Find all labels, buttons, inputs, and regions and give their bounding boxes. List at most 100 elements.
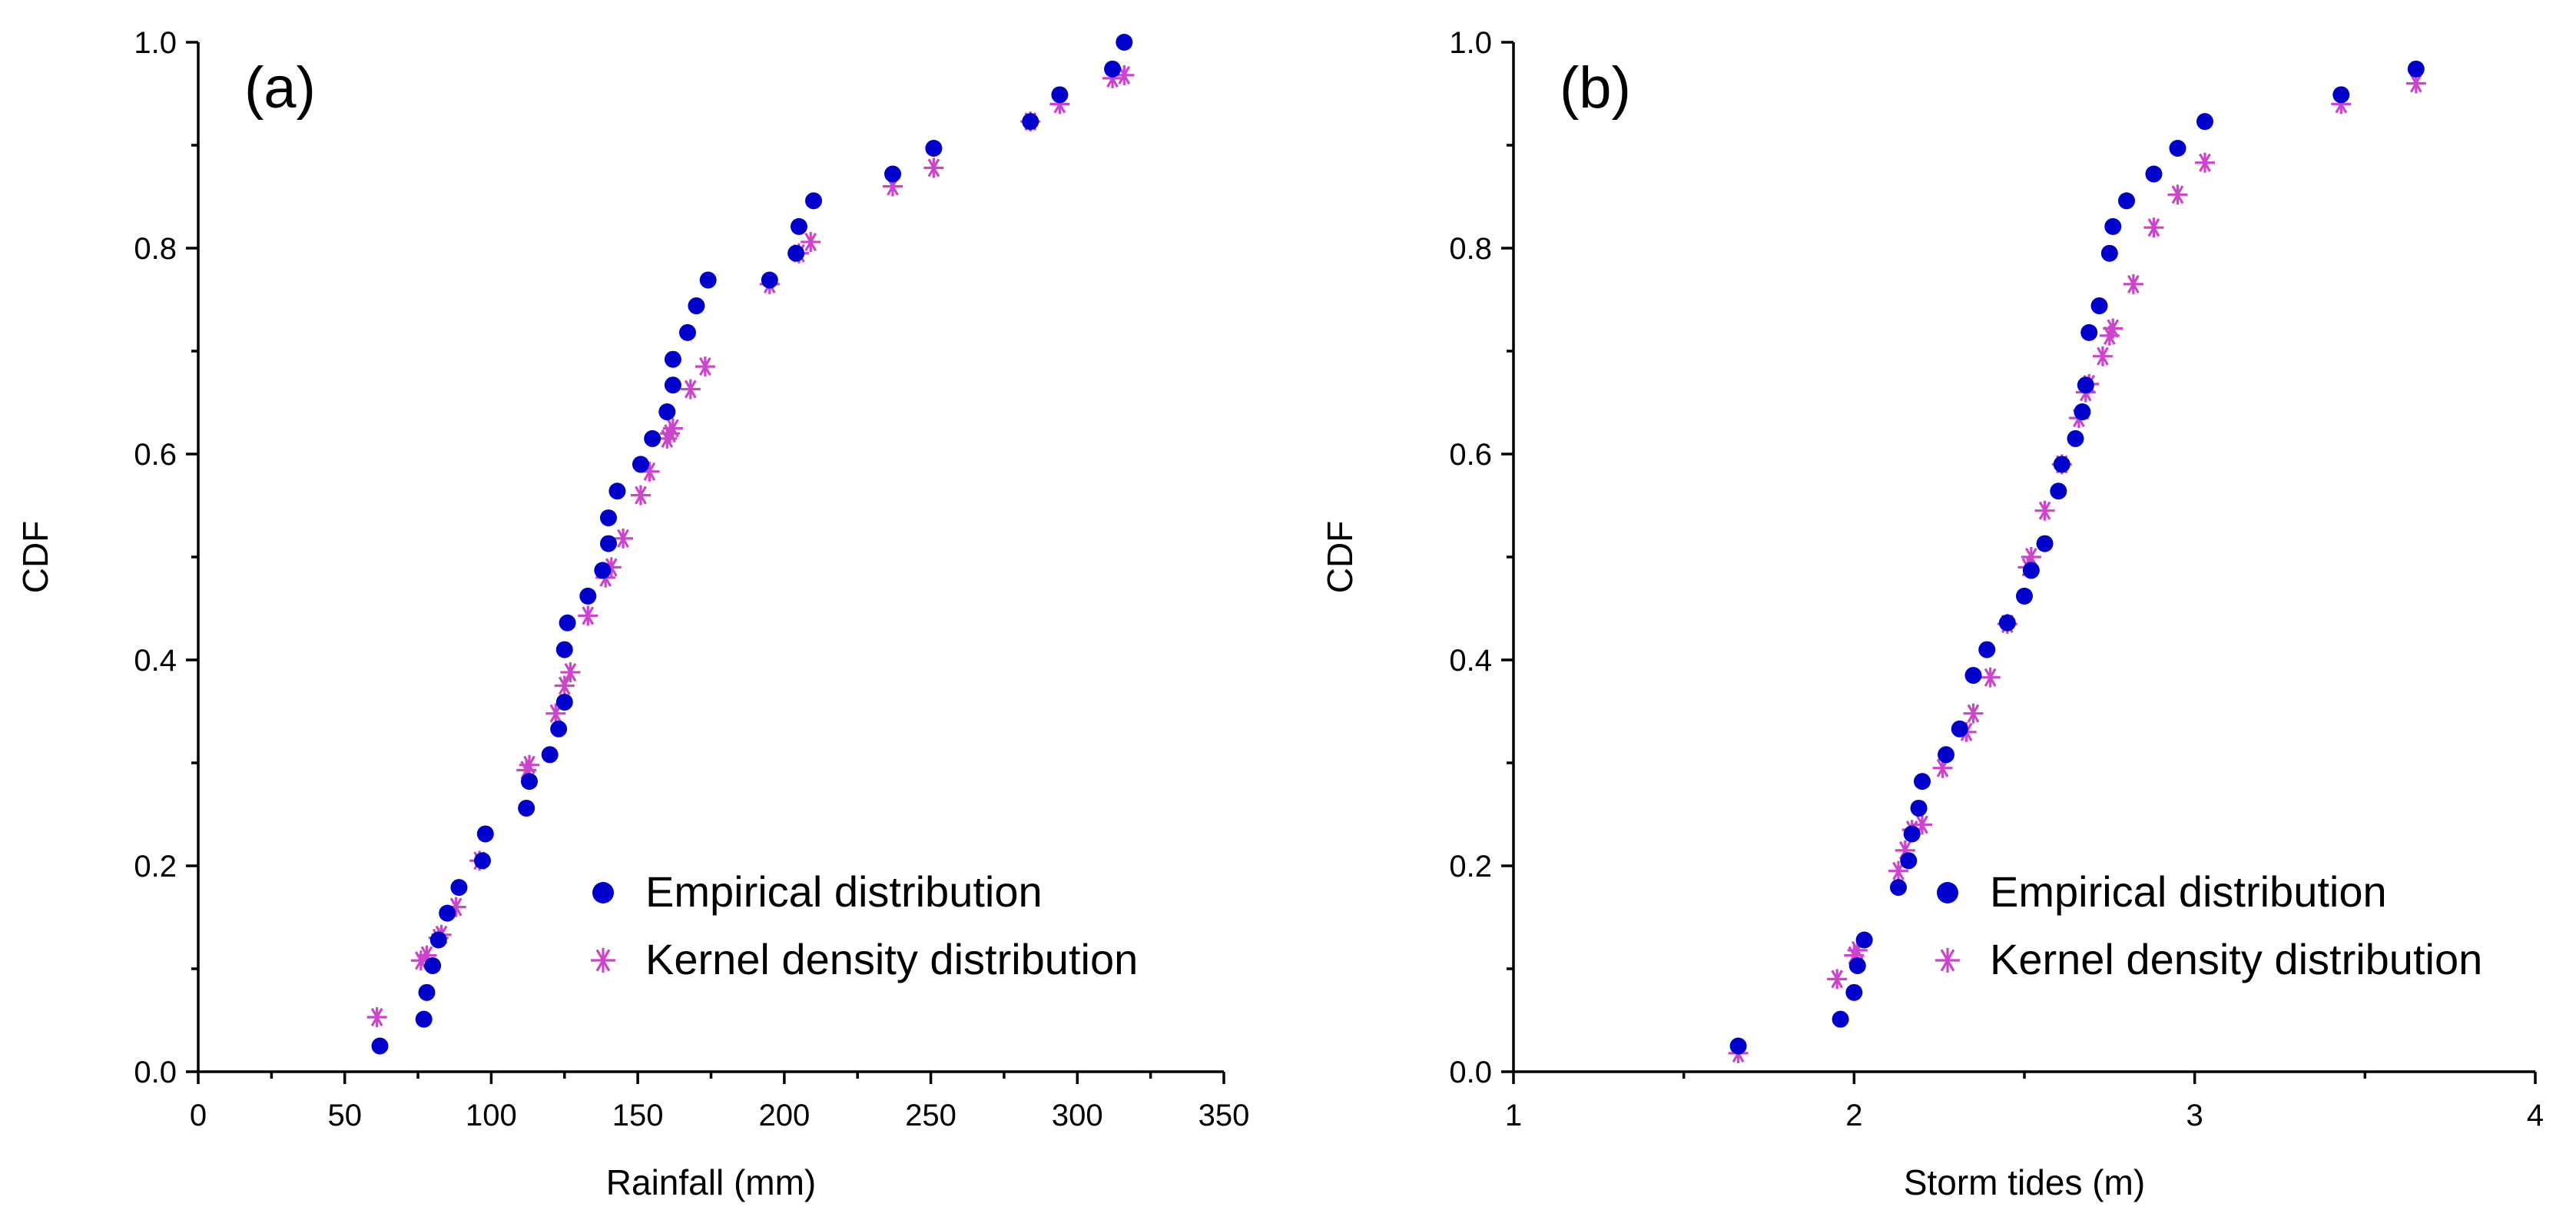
kernel-point	[1932, 758, 1953, 778]
kernel-point	[2034, 500, 2055, 521]
kernel-point	[639, 461, 660, 482]
empirical-point	[1729, 1037, 1747, 1055]
kernel-point	[410, 950, 431, 971]
y-tick-label: 0.0	[1449, 1056, 1492, 1089]
empirical-point	[1951, 720, 1968, 738]
y-tick-label: 0.2	[134, 850, 177, 884]
empirical-point	[450, 879, 468, 897]
empirical-point	[521, 773, 539, 791]
empirical-point	[2074, 403, 2091, 421]
empirical-point	[884, 165, 901, 183]
empirical-point	[678, 323, 696, 341]
empirical-point	[1022, 113, 1039, 131]
empirical-point	[559, 614, 576, 632]
empirical-point	[664, 376, 681, 394]
empirical-point	[699, 271, 717, 289]
empirical-point	[2118, 192, 2135, 210]
legend-label: Empirical distribution	[1990, 867, 2387, 916]
empirical-point	[1832, 1010, 1849, 1028]
empirical-point	[415, 1010, 433, 1028]
x-tick-label: 50	[327, 1099, 362, 1132]
legend: Empirical distribution Kernel density dis…	[591, 867, 1138, 983]
x-tick-label: 250	[905, 1099, 956, 1132]
y-tick-label: 1.0	[1449, 26, 1492, 60]
empirical-point	[2016, 587, 2033, 605]
legend-label: Empirical distribution	[645, 867, 1043, 916]
chart-panel-a: 0 50 100 150 200 250 300 350 0.0 0.2 0.4 0.6 0.8 1.0 R…	[15, 26, 1249, 1202]
kernel-point	[2405, 73, 2426, 94]
empirical-point	[2145, 165, 2163, 183]
x-tick-label: 2	[1845, 1099, 1862, 1132]
empirical-point	[790, 217, 807, 235]
kernel-point	[680, 379, 701, 399]
kernel-point	[2143, 217, 2164, 238]
empirical-point	[2050, 482, 2067, 500]
empirical-point	[2196, 113, 2213, 131]
kernel-point	[662, 418, 683, 439]
kernel-point	[801, 231, 821, 252]
y-tick-label: 0.6	[134, 438, 177, 472]
empirical-point	[632, 456, 649, 473]
empirical-point	[518, 799, 535, 817]
kernel-point	[1049, 94, 1070, 114]
y-axis-title: CDF	[1320, 521, 1360, 594]
empirical-point	[2407, 60, 2425, 78]
kernel-point	[630, 485, 651, 506]
empirical-point	[608, 482, 626, 500]
empirical-point	[664, 350, 681, 368]
empirical-point	[1051, 86, 1069, 104]
y-tick-label: 0.8	[1449, 232, 1492, 266]
x-tick-label: 150	[612, 1099, 664, 1132]
empirical-point	[2053, 456, 2070, 473]
kernel-point	[416, 945, 437, 966]
empirical-point	[2332, 86, 2350, 104]
empirical-point	[2100, 244, 2118, 262]
kernel-point	[2331, 94, 2352, 114]
kernel-point	[578, 605, 598, 626]
y-tick-label: 0.8	[134, 232, 177, 266]
empirical-point	[1104, 60, 1122, 78]
kernel-point	[601, 557, 622, 578]
empirical-point	[2169, 140, 2186, 157]
empirical-point	[2067, 429, 2084, 447]
empirical-point	[439, 904, 456, 922]
legend-circle-marker	[592, 882, 614, 903]
kernel-point	[2092, 346, 2113, 366]
legend-label: Kernel density distribution	[1990, 935, 2482, 983]
series-empirical	[1729, 60, 2425, 1055]
empirical-point	[473, 852, 491, 870]
kernel-point	[1827, 969, 1848, 990]
kernel-point	[560, 662, 581, 683]
legend: Empirical distribution Kernel density dis…	[1935, 867, 2482, 983]
kernel-point	[1912, 814, 1932, 835]
empirical-point	[1998, 614, 2016, 632]
empirical-point	[2080, 323, 2098, 341]
empirical-point	[555, 641, 573, 658]
kernel-point	[1980, 667, 2001, 688]
x-axis-title: Rainfall (mm)	[606, 1162, 816, 1202]
kernel-point	[2194, 152, 2215, 173]
empirical-point	[371, 1037, 389, 1055]
y-tick-label: 0.4	[1449, 644, 1492, 678]
y-tick-label: 0.2	[1449, 850, 1492, 884]
empirical-point	[761, 271, 778, 289]
kernel-point	[1895, 840, 1915, 860]
kernel-point	[2021, 547, 2041, 567]
empirical-point	[1938, 746, 1955, 764]
empirical-point	[594, 562, 612, 579]
panel-label: (a)	[244, 55, 316, 121]
empirical-point	[787, 244, 805, 262]
kernel-point	[923, 157, 944, 178]
empirical-point	[1889, 879, 1907, 897]
empirical-point	[644, 429, 661, 447]
chart-panel-b: 1 2 3 4 0.0 0.2 0.4 0.6 0.8 1.0 Storm tides (m) CDF…	[1320, 26, 2544, 1202]
empirical-point	[579, 587, 597, 605]
empirical-point	[688, 297, 705, 315]
x-tick-label: 3	[2186, 1099, 2203, 1132]
empirical-point	[2036, 535, 2054, 552]
y-axis-title: CDF	[15, 521, 55, 594]
empirical-point	[1964, 667, 1982, 685]
x-tick-label: 0	[190, 1099, 207, 1132]
empirical-point	[418, 983, 436, 1001]
empirical-point	[1903, 825, 1921, 843]
